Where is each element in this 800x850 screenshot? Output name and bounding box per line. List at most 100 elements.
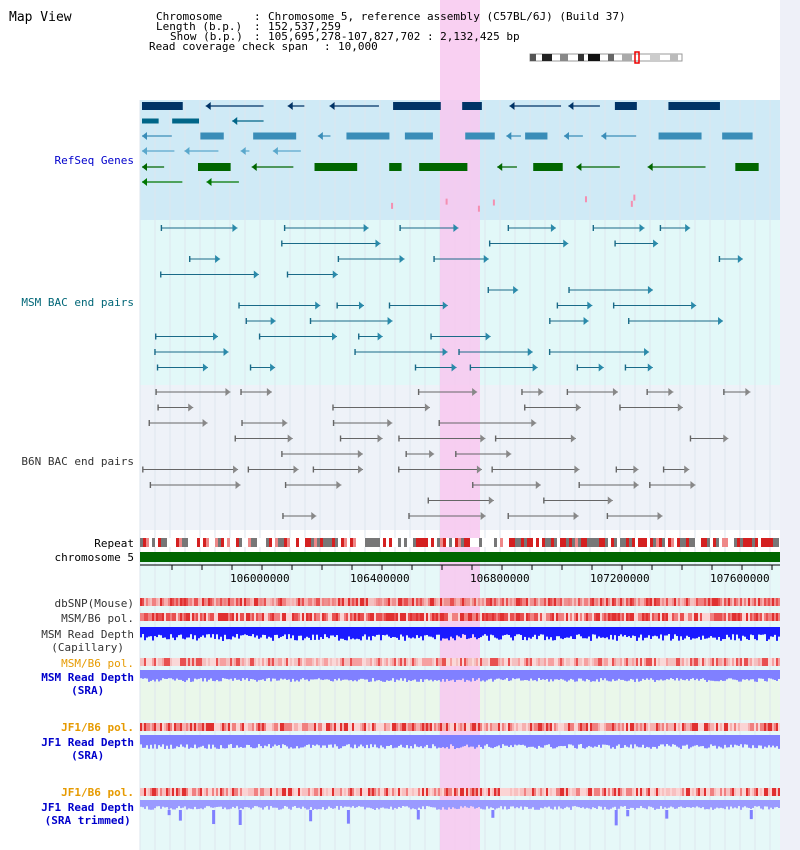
heat-cell [500,788,502,796]
jf1-b6-pol-label[interactable]: JF1/B6 pol. [61,721,134,734]
depth-bar [764,800,766,807]
heat-cell [742,598,744,606]
heat-cell [490,658,492,666]
heat-cell [264,723,266,731]
depth-bar [640,800,642,807]
heat-cell [778,613,780,621]
depth-bar [394,627,396,638]
depth-bar [186,800,188,810]
depth-bar [512,735,514,748]
depth-bar [516,800,518,808]
depth-bar [252,800,254,808]
heat-cell [240,788,242,796]
jf1-read-depth-sra-label[interactable]: JF1 Read Depth (SRA) [41,736,134,762]
heat-cell [382,613,384,621]
heat-cell [472,723,474,731]
jf1-read-depth-trimmed-label[interactable]: JF1 Read Depth (SRA trimmed) [41,801,134,827]
depth-bar [578,627,580,635]
depth-bar [308,800,310,810]
heat-cell [530,658,532,666]
b6n-bac-end-pairs-label[interactable]: B6N BAC end pairs [21,455,134,468]
depth-bar [542,670,544,680]
msm-read-depth-sra-label[interactable]: MSM Read Depth (SRA) [41,671,134,697]
depth-bar [214,800,216,808]
msm-b6-pol-sra-label[interactable]: MSM/B6 pol. [61,657,134,670]
heat-cell [382,788,384,796]
depth-bar [390,735,392,745]
depth-bar [214,627,216,639]
repeat-segment [185,538,188,547]
heat-cell [380,658,382,666]
heat-cell [744,723,746,731]
refseq-genes-label[interactable]: RefSeq Genes [54,154,134,167]
heat-cell [288,613,290,621]
msm-bac-end-pairs-label[interactable]: MSM BAC end pairs [21,296,134,309]
heat-cell [572,613,574,621]
repeat-segment [311,538,314,547]
depth-bar [190,627,192,635]
gene-block [346,132,390,140]
heat-cell [506,723,508,731]
depth-bar [434,627,436,640]
heat-cell [504,658,506,666]
bac-pair-arrow [476,465,482,474]
msm-b6-pol-label[interactable]: MSM/B6 pol. [61,612,134,625]
heat-cell [514,613,516,621]
depth-bar [696,670,698,679]
heat-cell [612,723,614,731]
depth-bar [196,800,198,810]
heat-cell [738,658,740,666]
repeat-segment [569,538,572,547]
repeat-segment [356,538,359,547]
heat-cell [160,598,162,606]
heat-cell [778,788,780,796]
depth-bar [598,735,600,745]
depth-bar [280,800,282,810]
heat-cell [182,723,184,731]
depth-bar [176,627,178,638]
heat-cell [194,788,196,796]
depth-bar [628,670,630,681]
repeat-segment [539,538,542,547]
depth-bar [192,800,194,810]
jf1-b6-pol-trimmed-label[interactable]: JF1/B6 pol. [61,786,134,799]
heat-cell [142,788,144,796]
heat-cell [366,788,368,796]
heat-cell [606,723,608,731]
heat-cell [272,598,274,606]
depth-bar [580,800,582,809]
dbsnp-label[interactable]: dbSNP(Mouse) [54,597,134,610]
depth-bar [498,800,500,808]
repeat-segment [194,538,197,547]
repeat-segment [275,538,278,547]
heat-cell [270,658,272,666]
heat-cell [520,598,522,606]
depth-bar [266,735,268,747]
repeat-segment [587,538,590,547]
depth-bar [306,627,308,637]
gene-arrow [142,132,147,140]
heat-cell [446,723,448,731]
heat-cell [470,598,472,606]
depth-bar [384,800,386,809]
heat-cell [344,788,346,796]
heat-cell [162,598,164,606]
depth-bar [294,627,296,641]
heat-cell [450,598,452,606]
depth-bar [680,735,682,749]
heat-cell [606,598,608,606]
heat-cell [436,613,438,621]
bac-pair-arrow [332,270,338,279]
heat-cell [668,613,670,621]
heat-cell [280,658,282,666]
msm-read-depth-capillary-label[interactable]: MSM Read Depth (Capillary) [41,628,134,654]
depth-bar [676,670,678,679]
heat-cell [654,788,656,796]
depth-bar [768,800,770,810]
depth-bar [528,800,530,809]
heat-cell [302,788,304,796]
depth-bar [310,627,312,641]
depth-bar [338,627,340,641]
depth-bar [214,670,216,682]
